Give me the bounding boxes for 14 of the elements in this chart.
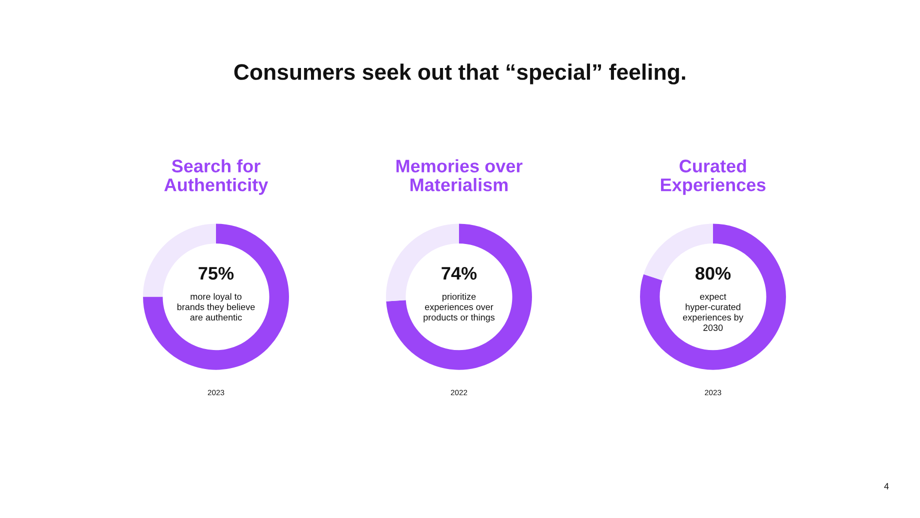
data-label: 75% — [198, 266, 234, 280]
data-label: 80% — [696, 266, 731, 280]
donut-slice — [386, 224, 532, 370]
chart-title: Memories over Materialism — [396, 159, 522, 192]
data-label: 74% — [442, 266, 477, 280]
chart-title: Search for Authenticity — [164, 159, 268, 195]
text: Consumers seek out that “special” feeling. — [234, 64, 686, 84]
donut-slice — [143, 224, 289, 370]
donut-slice — [640, 224, 786, 370]
chart-title: Curated Experiences — [661, 159, 766, 195]
text: 4 — [884, 483, 889, 490]
text: expect hyper-curated experiences by 2030 — [683, 294, 744, 331]
text: more loyal to brands they believe are authentic — [177, 293, 255, 321]
text: prioritize experiences over products or things — [424, 293, 495, 322]
